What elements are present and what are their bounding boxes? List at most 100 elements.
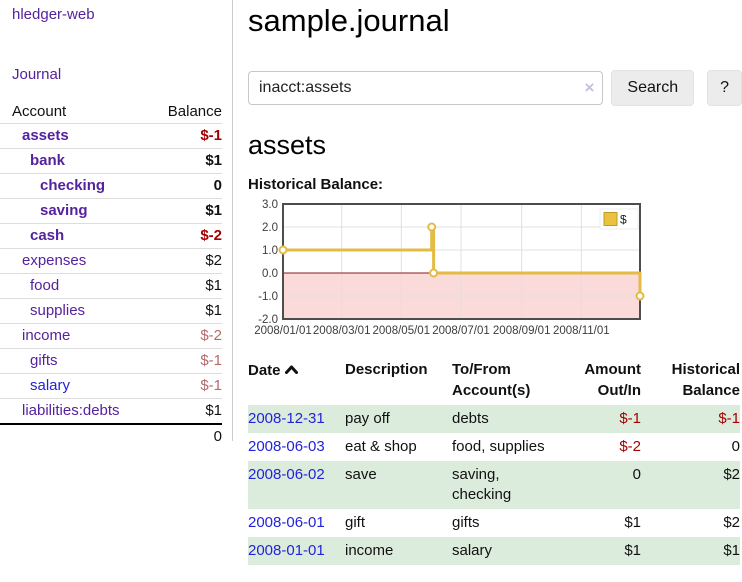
data-point-marker — [429, 268, 439, 278]
chart-heading: Historical Balance: — [248, 176, 384, 193]
legend-label: $ — [620, 213, 627, 227]
register-description-cell: eat & shop — [345, 438, 417, 455]
y-tick-label: 3.0 — [262, 199, 278, 211]
account-name-cell: saving — [0, 198, 153, 224]
x-tick-label: 2008/07/01 — [432, 325, 490, 337]
search-button[interactable]: Search — [611, 70, 695, 106]
register-row: 2008-06-01 gift gifts $1 $2 — [248, 509, 740, 537]
register-header-balance: Historical Balance — [671, 361, 740, 399]
account-name-cell: cash — [0, 223, 153, 249]
register-header-date-label: Date — [248, 362, 281, 379]
register-accounts-cell: food, supplies — [452, 438, 545, 455]
register-date-link[interactable]: 2008-12-31 — [248, 410, 325, 427]
y-tick-label: -1.0 — [258, 291, 278, 303]
register-date-link[interactable]: 2008-01-01 — [248, 542, 325, 559]
account-row: gifts $-1 — [0, 348, 222, 374]
accounts-header-account: Account — [0, 100, 153, 124]
chart-border — [282, 203, 641, 320]
page-title: sample.journal — [248, 3, 450, 38]
register-balance-cell: $2 — [641, 461, 740, 509]
account-balance: $1 — [152, 273, 222, 299]
sidebar-account-link[interactable]: income — [22, 327, 71, 344]
account-name-cell: salary — [0, 373, 153, 399]
sidebar-account-link[interactable]: salary — [30, 377, 71, 394]
accounts-table: Account Balance assets $-1 bank $1 checking 0… — [0, 100, 222, 449]
sidebar-account-link[interactable]: gifts — [30, 352, 58, 369]
accounts-total-value: 0 — [152, 423, 222, 449]
account-name-cell: gifts — [0, 348, 153, 374]
register-date-link[interactable]: 2008-06-01 — [248, 514, 325, 531]
sidebar-account-link[interactable]: liabilities:debts — [22, 402, 120, 419]
account-name-cell: bank — [0, 148, 153, 174]
register-date-link[interactable]: 2008-06-02 — [248, 466, 325, 483]
account-balance: $1 — [152, 198, 222, 224]
app-brand-link[interactable]: hledger-web — [12, 6, 95, 23]
search-input-wrap: × — [248, 71, 604, 105]
y-tick-label: 1.0 — [262, 245, 278, 257]
sidebar-account-link[interactable]: bank — [30, 152, 66, 169]
sidebar-item-journal[interactable]: Journal — [12, 66, 62, 83]
accounts-total-spacer — [0, 423, 153, 449]
register-table: Date Description To/From Account(s) Amou… — [248, 357, 740, 565]
account-balance: $2 — [152, 248, 222, 274]
register-date-link[interactable]: 2008-06-03 — [248, 438, 325, 455]
account-row: salary $-1 — [0, 373, 222, 399]
x-tick-label: 2008/03/01 — [313, 325, 371, 337]
account-name-cell: liabilities:debts — [0, 398, 153, 425]
account-row: assets $-1 — [0, 123, 222, 149]
register-accounts-cell: gifts — [452, 514, 480, 531]
main-content: sample.journal × Search ? assets Histori… — [248, 0, 742, 565]
register-balance-cell: $1 — [641, 537, 740, 565]
account-balance: $-1 — [152, 373, 222, 399]
account-balance: 0 — [152, 173, 222, 199]
search-help-button[interactable]: ? — [707, 70, 742, 106]
register-date-cell: 2008-06-03 — [248, 433, 345, 461]
sidebar-account-link[interactable]: saving — [40, 202, 88, 219]
register-date-cell: 2008-12-31 — [248, 405, 345, 433]
register-accounts-cell: debts — [452, 405, 560, 433]
account-name-cell: checking — [0, 173, 153, 199]
sidebar-account-link[interactable]: supplies — [30, 302, 86, 319]
register-header-amount: Amount Out/In — [584, 361, 641, 399]
register-header-date[interactable]: Date — [248, 357, 345, 405]
account-row: checking 0 — [0, 173, 222, 199]
account-row: supplies $1 — [0, 298, 222, 324]
search-input[interactable] — [248, 71, 604, 105]
legend-swatch — [603, 212, 618, 226]
account-row: saving $1 — [0, 198, 222, 224]
sidebar-account-link[interactable]: cash — [30, 227, 65, 244]
register-date-cell: 2008-06-02 — [248, 461, 345, 509]
register-accounts-cell: saving, checking — [452, 461, 560, 509]
register-balance-cell: 0 — [731, 438, 740, 455]
register-amount-cell: $-1 — [560, 405, 641, 433]
register-amount-cell: $1 — [560, 537, 641, 565]
register-date-cell: 2008-06-01 — [248, 509, 345, 537]
data-point-marker — [278, 245, 288, 255]
register-description-cell: gift — [345, 514, 366, 531]
data-point-marker — [635, 291, 645, 301]
clear-search-icon[interactable]: × — [584, 78, 595, 97]
search-form: × Search ? — [248, 70, 742, 106]
account-balance: $-2 — [152, 223, 222, 249]
register-row: 2008-01-01 income salary $1 $1 — [248, 537, 740, 565]
sidebar-account-link[interactable]: checking — [40, 177, 106, 194]
x-tick-label: 2008/09/01 — [493, 325, 551, 337]
register-header-accounts: To/From Account(s) — [452, 361, 531, 399]
sidebar-account-link[interactable]: food — [30, 277, 60, 294]
sidebar: hledger-web Journal Account Balance asse… — [0, 0, 233, 449]
account-balance: $1 — [152, 398, 222, 425]
sidebar-account-link[interactable]: expenses — [22, 252, 87, 269]
sidebar-account-link[interactable]: assets — [22, 127, 69, 144]
account-balance: $-1 — [152, 348, 222, 374]
account-row: bank $1 — [0, 148, 222, 174]
account-row: cash $-2 — [0, 223, 222, 249]
y-tick-label: 2.0 — [262, 222, 278, 234]
data-point-marker — [427, 222, 437, 232]
x-tick-label: 2008/05/01 — [373, 325, 431, 337]
register-balance-cell: $-1 — [641, 405, 740, 433]
account-name-cell: food — [0, 273, 153, 299]
accounts-header-balance: Balance — [152, 100, 222, 124]
account-row: expenses $2 — [0, 248, 222, 274]
register-row: 2008-12-31 pay off debts $-1 $-1 — [248, 405, 740, 433]
